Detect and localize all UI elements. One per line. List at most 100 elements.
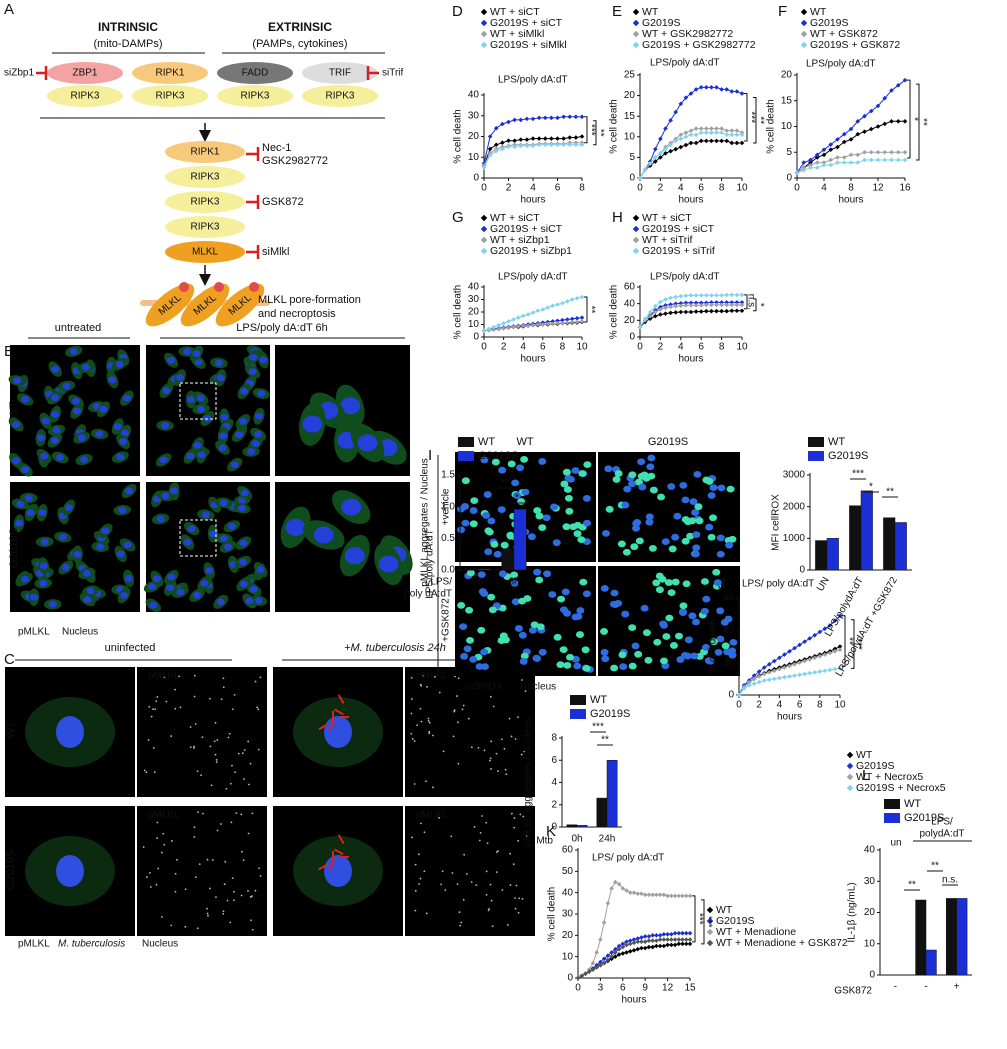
- nucleus: [649, 486, 658, 494]
- y-tick-label: 0: [629, 173, 635, 184]
- speckle: [453, 710, 456, 713]
- point: [802, 671, 807, 677]
- speckle: [521, 679, 523, 681]
- speckle: [432, 786, 434, 789]
- speckle: [431, 734, 434, 737]
- point: [729, 308, 735, 314]
- speckle: [506, 924, 509, 926]
- speckle: [490, 768, 492, 770]
- legend-swatch: [808, 451, 824, 461]
- speckle: [411, 836, 413, 839]
- mtb: [337, 694, 345, 705]
- point: [661, 943, 667, 949]
- panel-label: C: [4, 651, 15, 668]
- sig-label: **: [843, 637, 854, 645]
- y-tick-label: 1000: [783, 533, 806, 544]
- x-tick-label: 3: [598, 983, 604, 994]
- nucleus: [20, 575, 29, 583]
- speckle: [433, 675, 436, 678]
- point: [567, 142, 573, 148]
- speckle: [465, 873, 468, 875]
- x-tick-label: 2: [506, 183, 512, 194]
- sig-label: ***: [592, 722, 604, 733]
- point: [792, 661, 797, 667]
- nucleus: [559, 646, 568, 654]
- y-tick-label: 8: [551, 733, 557, 744]
- panel-label: J: [718, 576, 726, 593]
- micrograph-content: [457, 568, 594, 673]
- bar: [894, 522, 907, 571]
- point: [620, 951, 626, 956]
- speckle: [461, 708, 464, 711]
- nucleus: [716, 607, 725, 615]
- y-axis-label: % cell death: [453, 109, 464, 163]
- point: [574, 315, 580, 321]
- legend-swatch: [458, 451, 474, 461]
- y-tick-label: 60: [624, 282, 636, 293]
- speckle: [428, 730, 431, 733]
- stain-label: cellROX: [466, 682, 503, 693]
- point: [672, 937, 678, 942]
- nucleus: [245, 597, 254, 605]
- speckle: [410, 698, 413, 700]
- point: [663, 146, 668, 152]
- nucleus: [457, 526, 466, 534]
- legend-label: WT + siCT: [490, 212, 540, 224]
- speckle: [200, 774, 202, 777]
- nucleus: [516, 464, 525, 472]
- speckle: [147, 739, 150, 741]
- nucleus: [219, 499, 228, 507]
- point: [668, 142, 673, 148]
- speckle: [224, 860, 227, 863]
- node-label: RIPK3: [71, 91, 100, 102]
- point: [487, 134, 493, 139]
- point: [808, 165, 813, 170]
- point: [807, 636, 812, 641]
- speckle: [486, 842, 489, 845]
- speckle: [413, 740, 416, 743]
- nucleus: [507, 460, 516, 468]
- speckle: [419, 877, 422, 880]
- point: [687, 930, 693, 936]
- speckle: [240, 813, 243, 816]
- point: [882, 157, 888, 163]
- point: [680, 930, 685, 936]
- nucleus: [254, 412, 263, 420]
- point: [704, 138, 709, 144]
- point: [698, 130, 704, 135]
- x-tick-label: 6: [540, 342, 546, 353]
- x-tick-label: 4: [678, 342, 684, 353]
- panel-label: I: [428, 447, 432, 464]
- point: [889, 157, 894, 163]
- speckle: [210, 784, 213, 787]
- point: [579, 294, 585, 300]
- speckle: [456, 721, 459, 724]
- sig-label: **: [594, 129, 605, 137]
- speckle: [170, 735, 173, 737]
- nucleus: [209, 530, 218, 538]
- legend-marker: [480, 19, 488, 27]
- nucleus: [201, 511, 210, 519]
- nucleus: [582, 664, 591, 672]
- point: [709, 302, 714, 308]
- chart-title: LPS/ poly dA:dT: [742, 579, 814, 590]
- y-tick-label: 20: [723, 657, 735, 668]
- point: [647, 161, 653, 166]
- point: [653, 159, 658, 164]
- point: [535, 322, 541, 327]
- point: [895, 83, 901, 88]
- speckle: [247, 740, 250, 743]
- point: [647, 313, 653, 319]
- point: [676, 930, 682, 936]
- nucleus: [95, 430, 104, 438]
- speckle: [223, 883, 226, 886]
- y-axis-label: % cell death: [708, 619, 719, 673]
- y-tick-label: 3000: [783, 470, 806, 481]
- speckle: [161, 916, 163, 918]
- point: [693, 309, 699, 314]
- point: [782, 665, 787, 670]
- nucleus: [601, 529, 610, 537]
- nucleus: [543, 570, 552, 578]
- point: [792, 645, 797, 651]
